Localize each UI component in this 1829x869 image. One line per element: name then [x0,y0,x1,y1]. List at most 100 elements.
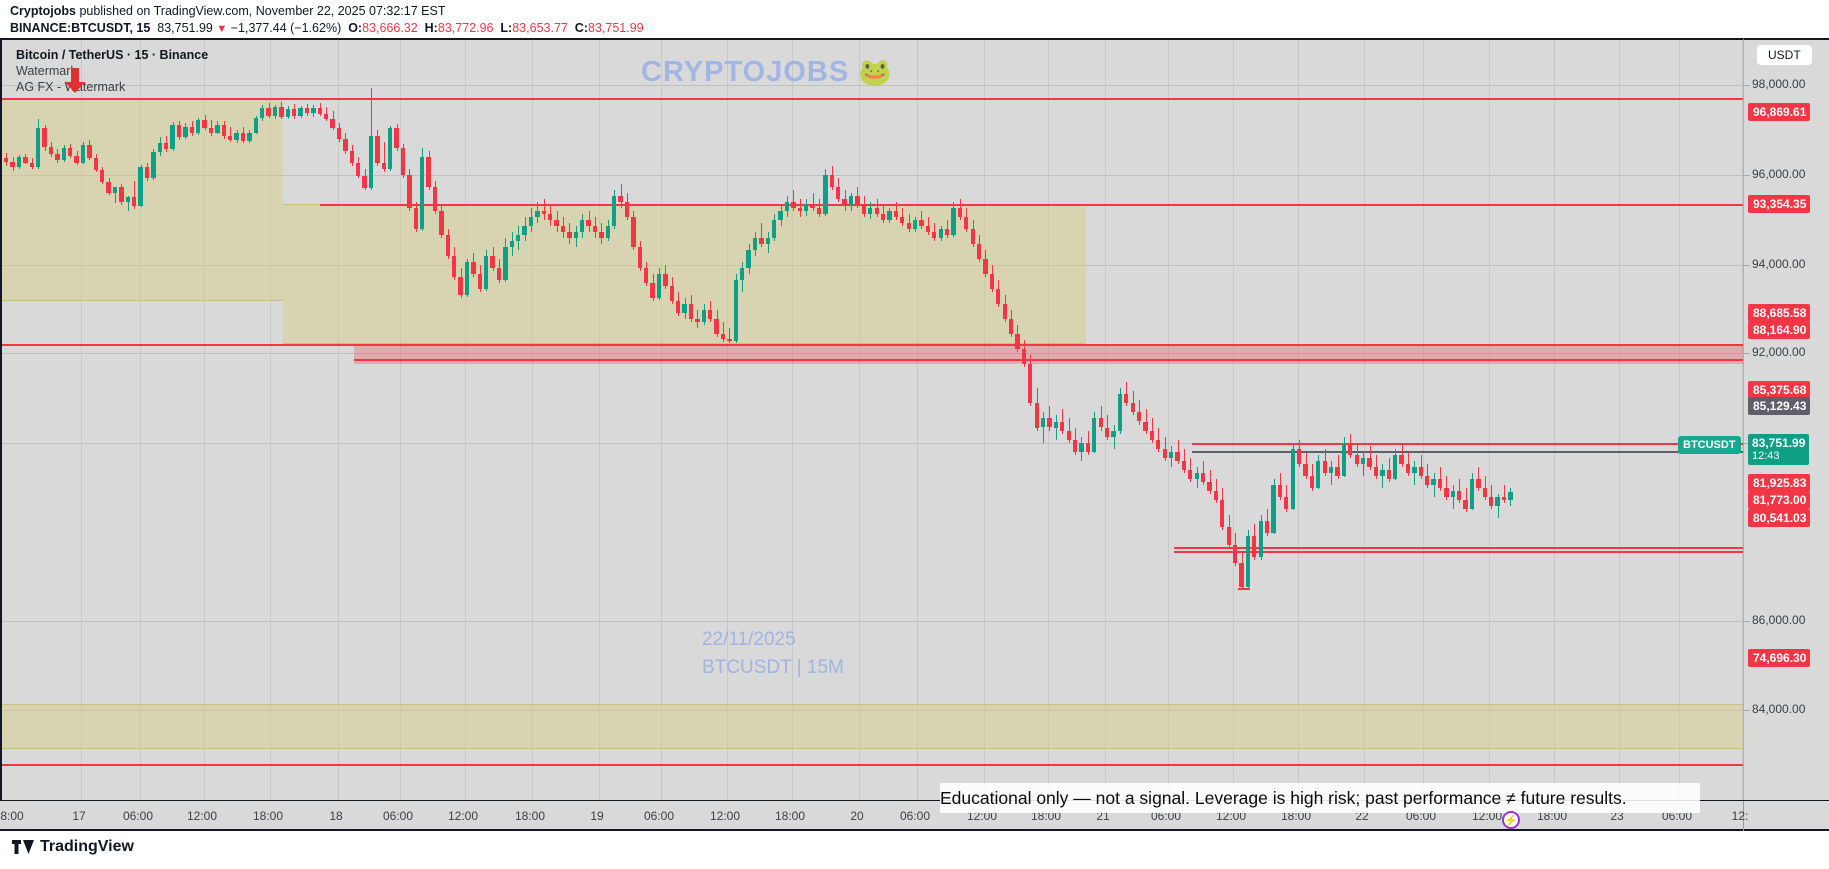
price-level-line[interactable] [1192,450,1743,453]
candle-body [1021,349,1027,365]
candle-body [61,147,66,161]
candle-wick [1452,484,1454,509]
price-level-badge[interactable]: 80,541.03 [1748,509,1811,527]
candle-body [1277,484,1283,497]
candle-wick [812,193,814,212]
candle-body [772,220,777,239]
price-level-line[interactable] [354,359,1743,362]
price-level-line[interactable] [1174,546,1743,549]
candle-body [125,197,130,203]
price-level-line[interactable] [2,97,1743,100]
price-level-badge[interactable]: 85,129.43 [1748,397,1811,415]
candle-body [541,211,546,215]
candle-body [16,157,22,168]
candle-body [1386,469,1391,479]
publisher-date: November 22, 2025 07:32:17 EST [255,4,446,18]
grid-line-horizontal [2,353,1743,354]
candle-body [240,133,246,141]
price-level-badge[interactable]: 88,164.90 [1748,321,1811,339]
grid-line-vertical [1105,40,1106,800]
candle-body [682,304,687,314]
candle-body [1232,544,1238,563]
price-level-line[interactable] [320,203,1743,206]
candle-body [119,187,124,203]
price-level-line[interactable] [2,343,1743,346]
candle-wick [1382,463,1384,488]
candle-body [1117,394,1123,431]
candle-body [490,256,495,269]
price-scale[interactable]: USDT 98,000.00 96,000.00 94,000.00 92,000.0… [1678,38,1829,800]
candle-body [439,211,444,236]
candle-body [1501,496,1507,500]
candle-body [368,136,374,188]
time-tick-label: 8:00 [0,809,24,823]
candle-body [720,334,726,339]
candle-body [1354,454,1359,464]
candle-body [1476,478,1481,488]
candle-body [1130,403,1135,413]
price-level-line[interactable] [1192,443,1743,446]
time-tick-label: 12:00 [447,809,479,823]
legend-title: Bitcoin / TetherUS · 15 · Binance [16,48,209,62]
support-band[interactable] [354,343,1743,365]
candle-body [1220,499,1225,527]
grid-line-vertical [1423,40,1424,800]
candle-wick [210,119,212,136]
candle-body [874,208,879,215]
lightning-bolt-icon: ⚡ [1502,811,1520,829]
candle-body [976,244,982,260]
candle-body [637,247,643,269]
chart-plot-area[interactable]: CRYPTOJOBS 🐸 22/11/2025 BTCUSDT | 15M Bi… [0,38,1743,800]
quote-last-price: 83,751.99 [157,21,213,35]
candle-body [912,220,918,230]
candle-body [23,157,28,163]
candle-body [900,217,905,224]
candle-body [445,235,450,257]
candle-wick [134,181,136,209]
candle-body [1245,535,1251,587]
grid-line-vertical [465,40,466,800]
price-level-badge[interactable]: 81,925.83 [1748,474,1811,492]
price-level-badge[interactable]: 81,773.00 [1748,491,1811,509]
candle-body [1284,496,1289,509]
price-level-line[interactable] [1174,551,1743,554]
candle-wick [934,223,936,242]
candle-body [324,113,329,119]
price-level-badge[interactable]: 74,696.30 [1748,649,1811,667]
price-level-badge[interactable]: 96,869.61 [1748,103,1811,121]
candle-body [944,229,950,236]
watermark-bottom: 22/11/2025 BTCUSDT | 15M [702,626,844,682]
price-level-line[interactable] [1238,588,1250,591]
candle-body [1098,418,1103,428]
candle-body [1488,496,1494,506]
candle-body [100,169,105,182]
candle-body [567,232,572,239]
candle-body [1463,499,1468,509]
price-level-badge[interactable]: 88,685.58 [1748,304,1811,322]
price-level-badge[interactable]: 93,354.35 [1748,195,1811,213]
time-scale-divider [1743,801,1744,831]
candle-body [676,301,681,314]
price-level-line[interactable] [2,764,1743,767]
price-tick-label: 96,000.00 [1752,167,1806,181]
candle-body [1002,304,1007,320]
candle-body [471,262,476,275]
lower-zone[interactable] [2,703,1743,749]
time-tick-label: 19 [590,809,604,823]
candle-body [624,202,630,218]
current-price-value: 83,751.99 [1752,436,1806,450]
candle-body [765,238,771,245]
candle-body [1399,454,1404,464]
price-level-badge[interactable]: 85,375.68 [1748,381,1811,399]
chart-container: CRYPTOJOBS 🐸 22/11/2025 BTCUSDT | 15M Bi… [0,38,1829,831]
current-price-badge[interactable]: 83,751.99 12:43 [1748,434,1810,465]
candle-body [1450,490,1455,497]
candle-body [1213,490,1219,500]
candle-body [919,220,924,227]
candle-body [189,127,194,134]
candle-wick [819,199,821,218]
candle-body [701,310,707,323]
grid-line-vertical [532,40,533,800]
candle-body [458,277,463,296]
